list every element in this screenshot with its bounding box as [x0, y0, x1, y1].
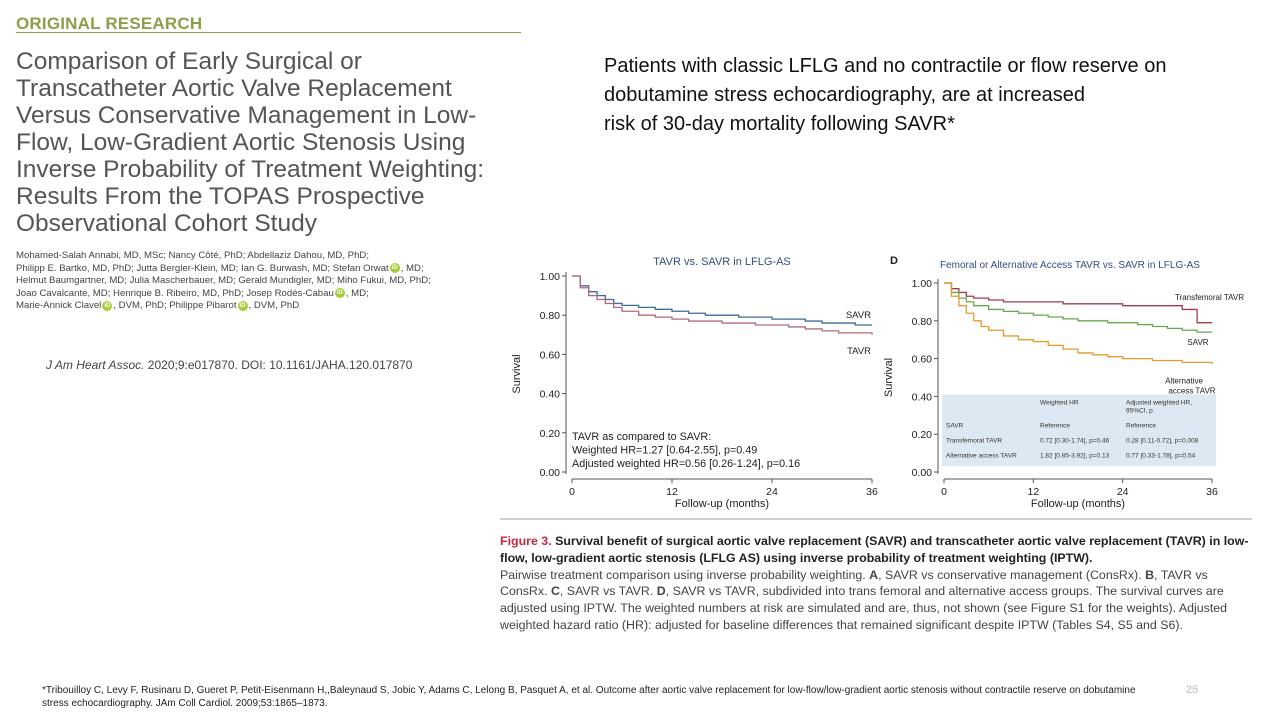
y-tick-label: 0.80: [912, 316, 933, 328]
series-label: Alternative: [1165, 376, 1203, 385]
table-cell: SAVR: [946, 422, 964, 429]
title-line: Flow, Low-Gradient Aortic Stenosis Using: [16, 129, 466, 156]
y-tick-label: 0.20: [540, 428, 561, 440]
series-label: TAVR: [847, 346, 871, 357]
x-tick-label: 0: [569, 486, 575, 498]
slide-number: 25: [1186, 684, 1199, 696]
orcid-icon: iD: [334, 288, 345, 299]
figure-panel: TAVR vs. SAVR in LFLG-AS 0.00 0.20 0.40 0.60…: [500, 248, 1252, 634]
headline-line: Patients with classic LFLG and no contra…: [604, 55, 1167, 77]
figure-caption: Figure 3. Survival benefit of surgical a…: [500, 534, 1249, 632]
series-label: SAVR: [1187, 338, 1208, 347]
y-tick-label: 0.60: [540, 349, 561, 361]
slide-headline: Patients with classic LFLG and no contra…: [604, 52, 1264, 139]
chart-title: TAVR vs. SAVR in LFLG-AS: [653, 256, 791, 268]
table-header: Weighted HR: [1040, 399, 1079, 406]
author-line: Marie-Annick Clavel iD, DVM, PhD; Philipp…: [16, 300, 300, 312]
y-tick-label: 0.00: [540, 467, 561, 479]
hr-annotation-line: Adjusted weighted HR=0.56 [0.26-1.24], p…: [572, 458, 800, 470]
title-line: Inverse Probability of Treatment Weighti…: [16, 156, 485, 183]
hr-annotation-line: Weighted HR=1.27 [0.64-2.55], p=0.49: [572, 444, 757, 456]
table-header: 95%CI, p: [1126, 407, 1153, 414]
x-axis-label: Follow-up (months): [1031, 498, 1125, 510]
title-line: Observational Cohort Study: [16, 210, 317, 237]
series-line-savr: [572, 275, 872, 326]
author-line: Mohamed-Salah Annabi, MD, MSc; Nancy Côt…: [16, 250, 369, 261]
series-line-alternative-access-tavr: [944, 282, 1213, 365]
x-tick-label: 24: [1117, 486, 1129, 498]
survival-figure: TAVR vs. SAVR in LFLG-AS 0.00 0.20 0.40 0.60…: [511, 255, 1244, 510]
y-tick-label: 0.40: [540, 389, 561, 401]
author-line: Philipp E. Bartko, MD, PhD; Jutta Bergle…: [16, 262, 424, 274]
table-header: Adjusted weighted HR,: [1126, 399, 1192, 406]
headline-line: risk of 30-day mortality following SAVR*: [604, 113, 955, 135]
figure-title: Survival benefit of surgical aortic valv…: [500, 534, 1249, 565]
reference-footnote: *Tribouilloy C, Levy F, Rusinaru D, Guer…: [42, 684, 1272, 710]
footnote-line: stress echocardiography. JAm Coll Cardio…: [42, 698, 328, 709]
chart-title: Femoral or Alternative Access TAVR vs. S…: [940, 260, 1200, 271]
y-tick-label: 0.80: [540, 310, 561, 322]
table-cell: Reference: [1040, 422, 1070, 429]
table-cell: 1.82 [0.85-3.92], p=0.13: [1040, 452, 1110, 459]
x-tick-label: 24: [766, 486, 778, 498]
series-label: SAVR: [846, 310, 871, 321]
series-line-transfemoral-tavr: [944, 282, 1212, 324]
y-tick-label: 0.00: [912, 467, 933, 479]
table-cell: Reference: [1126, 422, 1156, 429]
series-label: Transfemoral TAVR: [1175, 293, 1244, 302]
headline-line: dobutamine stress echocardiography, are …: [604, 84, 1086, 106]
y-tick-label: 0.60: [912, 354, 933, 366]
x-tick-label: 0: [941, 486, 947, 498]
author-list: Mohamed-Salah Annabi, MD, MSc; Nancy Côt…: [16, 250, 486, 313]
x-tick-label: 36: [1206, 486, 1218, 498]
orcid-icon: iD: [237, 300, 248, 311]
y-tick-label: 0.40: [912, 391, 933, 403]
table-cell: Alternative access TAVR: [946, 452, 1017, 459]
y-tick-label: 0.20: [912, 429, 933, 441]
journal-citation: J Am Heart Assoc. 2020;9:e017870. DOI: 1…: [46, 358, 412, 372]
title-line: Versus Conservative Management in Low-: [16, 102, 477, 129]
hr-table-background: [942, 394, 1216, 467]
figure-label: Figure 3.: [500, 534, 552, 548]
x-tick-label: 36: [866, 486, 878, 498]
orcid-icon: iD: [389, 263, 400, 274]
x-tick-label: 12: [666, 486, 678, 498]
journal-name: J Am Heart Assoc.: [46, 358, 145, 372]
series-label: access TAVR: [1168, 386, 1215, 395]
hr-annotation-line: TAVR as compared to SAVR:: [572, 431, 711, 443]
figure-divider: [500, 518, 1252, 520]
article-type-label: ORIGINAL RESEARCH: [16, 14, 203, 33]
series-line-savr: [944, 282, 1212, 333]
footnote-line: *Tribouilloy C, Levy F, Rusinaru D, Guer…: [42, 685, 1136, 696]
y-axis-label: Survival: [883, 358, 895, 397]
table-cell: Transfemoral TAVR: [946, 437, 1002, 444]
table-cell: 0.28 [0.11-0.72], p=0.008: [1126, 437, 1199, 444]
table-cell: 0.72 [0.30-1.74], p=0.46: [1040, 437, 1110, 444]
author-line: Joao Cavalcante, MD; Henrique B. Ribeiro…: [16, 287, 369, 299]
paper-title: Comparison of Early Surgical or Transcat…: [16, 48, 516, 237]
table-cell: 0.77 [0.33-1.78], p=0.54: [1126, 452, 1196, 459]
y-axis-label: Survival: [511, 354, 523, 393]
x-tick-label: 12: [1027, 486, 1039, 498]
y-tick-label: 1.00: [540, 271, 561, 283]
title-line: Comparison of Early Surgical or: [16, 48, 362, 75]
orcid-icon: iD: [102, 300, 113, 311]
x-axis-label: Follow-up (months): [675, 498, 769, 510]
y-tick-label: 1.00: [912, 278, 933, 290]
series-line-tavr: [572, 275, 873, 335]
citation-details: 2020;9:e017870. DOI: 10.1161/JAHA.120.01…: [144, 358, 413, 372]
author-line: Helmut Baumgartner, MD; Julia Mascherbau…: [16, 275, 431, 287]
title-line: Results From the TOPAS Prospective: [16, 183, 425, 210]
panel-label: D: [890, 255, 898, 267]
title-line: Transcatheter Aortic Valve Replacement: [16, 75, 452, 102]
header-rule: [16, 32, 521, 33]
